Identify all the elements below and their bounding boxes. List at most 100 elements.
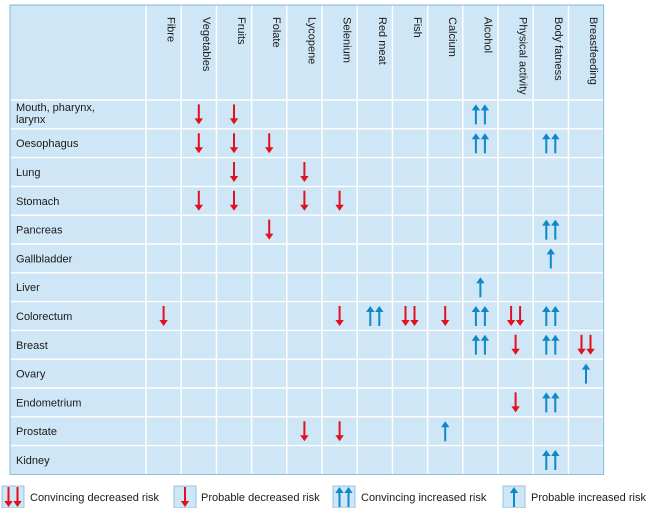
down-arrow-icon <box>194 190 203 211</box>
legend-label: Convincing increased risk <box>361 492 487 504</box>
risk-marker-PD <box>441 306 450 326</box>
risk-marker-PD <box>300 421 309 442</box>
up-arrow-icon <box>471 306 481 326</box>
down-arrow-icon <box>180 487 190 507</box>
risk-marker-PI <box>441 421 450 442</box>
row-label: Lung <box>16 167 40 179</box>
up-arrow-icon <box>551 306 560 326</box>
down-arrow-icon <box>265 133 274 154</box>
down-arrow-icon <box>335 190 344 211</box>
risk-marker-CI <box>471 133 490 154</box>
up-arrow-icon <box>551 334 560 355</box>
risk-marker-PD-legend <box>180 487 190 507</box>
up-arrow-icon <box>366 306 375 326</box>
risk-marker-CI <box>542 392 560 413</box>
column-label-breastfeeding: Breastfeeding <box>587 17 599 85</box>
down-arrow-icon <box>300 190 309 211</box>
up-arrow-icon <box>551 450 560 470</box>
risk-marker-CI <box>471 104 490 125</box>
column-label-calcium: Calcium <box>446 17 458 57</box>
legend-swatch <box>332 485 356 508</box>
down-arrow-icon <box>335 306 344 326</box>
down-arrow-icon <box>265 219 274 240</box>
down-arrow-icon <box>511 392 520 413</box>
up-arrow-icon <box>509 487 519 507</box>
risk-marker-CD <box>577 334 595 355</box>
risk-marker-PD <box>229 133 239 154</box>
up-arrow-icon <box>542 133 551 154</box>
row-label: Stomach <box>16 196 59 208</box>
down-arrow-icon <box>229 190 239 211</box>
down-arrow-icon <box>13 487 22 507</box>
legend-swatch <box>1 485 25 508</box>
up-arrow-icon <box>551 219 560 240</box>
down-arrow-icon <box>194 133 203 154</box>
up-arrow-icon <box>471 133 481 154</box>
legend-label: Convincing decreased risk <box>30 492 160 504</box>
up-arrow-icon <box>471 104 481 125</box>
row-label: Pancreas <box>16 225 63 237</box>
down-arrow-icon <box>511 334 520 355</box>
risk-marker-PD <box>265 133 274 154</box>
risk-marker-PD <box>265 219 274 240</box>
up-arrow-icon <box>476 277 485 298</box>
risk-marker-CI <box>542 450 560 470</box>
column-label-alcohol: Alcohol <box>481 17 493 53</box>
down-arrow-icon <box>506 306 516 326</box>
risk-marker-PD <box>229 162 239 182</box>
row-label: Endometrium <box>16 397 81 409</box>
risk-marker-PD <box>194 133 203 154</box>
risk-marker-CI <box>542 306 560 326</box>
risk-marker-PD <box>194 104 203 125</box>
down-arrow-icon <box>229 104 239 125</box>
up-arrow-icon <box>551 392 560 413</box>
row-label: Oesophagus <box>16 138 79 150</box>
risk-marker-CI <box>471 306 490 326</box>
down-arrow-icon <box>4 487 13 507</box>
risk-marker-CI-legend <box>335 487 353 507</box>
down-arrow-icon <box>194 104 203 125</box>
risk-marker-CI <box>471 334 490 355</box>
risk-marker-PI <box>546 248 555 269</box>
up-arrow-icon <box>335 487 344 507</box>
risk-marker-PD <box>335 306 344 326</box>
risk-marker-PD <box>300 190 309 211</box>
column-label-lycopene: Lycopene <box>305 17 317 64</box>
down-arrow-icon <box>229 133 239 154</box>
up-arrow-icon <box>542 306 551 326</box>
risk-marker-PD <box>335 190 344 211</box>
table-background <box>10 5 604 475</box>
risk-marker-PD <box>511 334 520 355</box>
table-border <box>9 4 605 475</box>
up-arrow-icon <box>546 248 555 269</box>
column-label-vegetables: Vegetables <box>200 17 212 72</box>
legend-label: Probable increased risk <box>531 492 646 504</box>
up-arrow-icon <box>551 133 560 154</box>
row-label: Mouth, pharynx, larynx <box>16 102 95 126</box>
up-arrow-icon <box>542 334 551 355</box>
down-arrow-icon <box>401 306 410 326</box>
down-arrow-icon <box>515 306 525 326</box>
risk-marker-PD <box>229 190 239 211</box>
down-arrow-icon <box>577 334 586 355</box>
risk-marker-CI <box>542 334 560 355</box>
down-arrow-icon <box>300 162 309 182</box>
down-arrow-icon <box>229 162 239 182</box>
risk-marker-CD-legend <box>4 487 22 507</box>
up-arrow-icon <box>471 334 481 355</box>
column-label-fish: Fish <box>411 17 423 38</box>
up-arrow-icon <box>480 334 490 355</box>
row-label: Breast <box>16 340 48 352</box>
down-arrow-icon <box>300 421 309 442</box>
column-label-red-meat: Red meat <box>376 17 388 65</box>
risk-marker-CD <box>401 306 419 326</box>
column-label-selenium: Selenium <box>341 17 353 63</box>
row-label: Ovary <box>16 369 46 381</box>
row-label: Prostate <box>16 426 57 438</box>
up-arrow-icon <box>542 450 551 470</box>
column-label-fruits: Fruits <box>235 17 247 45</box>
risk-marker-PD <box>229 104 239 125</box>
column-label-folate: Folate <box>270 17 282 48</box>
risk-marker-PD <box>335 421 344 442</box>
